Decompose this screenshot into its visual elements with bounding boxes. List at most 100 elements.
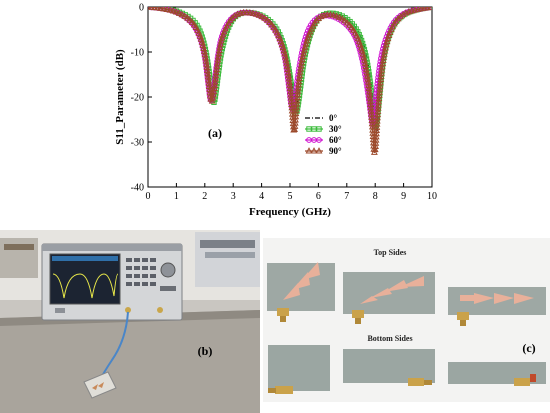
data-point	[379, 56, 387, 63]
data-point	[374, 107, 382, 114]
data-point	[243, 8, 251, 16]
data-point	[210, 87, 218, 95]
data-point	[374, 113, 381, 121]
x-axis: 0 1 2 3 4 5 6 7 8 9 10	[146, 183, 437, 202]
analyzer-screen	[49, 253, 121, 305]
data-point	[287, 87, 294, 95]
data-point	[154, 7, 161, 11]
legend-label: 90°	[329, 146, 342, 156]
x-tick-label: 9	[401, 191, 406, 202]
data-point	[295, 74, 303, 82]
data-point	[375, 94, 383, 102]
data-point	[293, 93, 301, 101]
data-point	[367, 107, 375, 114]
data-point	[214, 56, 222, 63]
data-point	[367, 103, 375, 111]
x-axis-title: Frequency (GHz)	[249, 206, 331, 218]
data-point	[373, 120, 381, 127]
data-point	[367, 100, 374, 108]
data-point	[373, 126, 381, 134]
data-point	[291, 119, 299, 126]
data-point	[378, 69, 385, 76]
data-point	[299, 52, 307, 59]
data-point	[301, 43, 309, 50]
data-point	[310, 147, 318, 154]
data-point	[373, 123, 381, 130]
x-tick-label: 4	[259, 191, 264, 202]
data-point	[304, 34, 312, 41]
prototype-bottom-2	[343, 349, 435, 383]
data-point	[212, 75, 220, 82]
data-point	[376, 88, 384, 95]
data-point	[315, 147, 323, 154]
data-point	[323, 10, 331, 18]
data-point	[378, 62, 386, 70]
data-point	[293, 100, 301, 107]
data-point	[186, 16, 194, 23]
y-tick-label: -20	[131, 93, 144, 104]
data-point	[373, 117, 381, 124]
prototype-bottom-1	[268, 345, 330, 391]
data-point	[368, 116, 376, 124]
data-point	[305, 31, 313, 38]
data-point	[287, 97, 295, 104]
panel-label-b: (b)	[198, 344, 213, 358]
data-point	[376, 82, 384, 89]
data-point	[376, 85, 384, 92]
data-point	[263, 16, 271, 23]
data-point	[306, 28, 314, 35]
data-point	[160, 7, 168, 12]
data-point	[333, 12, 341, 19]
data-point	[214, 59, 221, 66]
s11-chart: 0 1 2 3 4 5 6 7 8 9 10 0 -10 -20 -30 -40 Frequency (GH…	[114, 3, 437, 219]
data-point	[290, 126, 298, 133]
data-point	[172, 8, 180, 15]
data-point	[175, 9, 183, 16]
data-point	[305, 147, 313, 154]
data-point	[384, 34, 392, 42]
data-point	[377, 75, 385, 83]
x-tick-label: 0	[146, 191, 151, 202]
data-point	[295, 81, 302, 88]
data-point	[380, 50, 388, 57]
x-tick-label: 1	[174, 191, 179, 202]
data-point	[298, 58, 306, 66]
data-point	[341, 17, 349, 24]
data-point	[169, 7, 177, 14]
data-point	[380, 53, 388, 60]
data-point	[148, 7, 155, 10]
data-point	[258, 12, 266, 20]
data-point	[288, 107, 296, 114]
legend-item: 90°	[305, 146, 342, 156]
measurement-setup-photo: (b)	[0, 230, 260, 413]
data-point	[292, 116, 299, 123]
data-point	[288, 103, 296, 111]
data-point	[210, 91, 217, 98]
data-point	[303, 37, 311, 44]
data-point	[215, 46, 223, 53]
data-point	[249, 9, 257, 16]
data-point	[178, 10, 186, 18]
data-point	[382, 44, 389, 51]
data-point	[336, 13, 344, 20]
data-point	[231, 12, 239, 19]
data-point	[166, 7, 174, 13]
panel-label-a: (a)	[208, 126, 222, 140]
data-point	[427, 7, 432, 10]
data-point	[289, 119, 297, 127]
data-point	[293, 103, 300, 110]
x-tick-label: 3	[231, 191, 236, 202]
x-tick-label: 5	[288, 191, 293, 202]
data-point	[366, 97, 374, 104]
y-axis-title: S11_Parameter (dB)	[114, 49, 126, 145]
data-point	[213, 62, 221, 69]
data-point	[211, 78, 219, 85]
data-point	[346, 21, 354, 28]
y-tick-label: -40	[131, 183, 144, 194]
data-point	[374, 110, 382, 118]
legend-label: 0°	[329, 113, 338, 123]
data-point	[372, 129, 380, 137]
legend-item: 30°	[305, 124, 342, 134]
data-point	[348, 23, 356, 31]
